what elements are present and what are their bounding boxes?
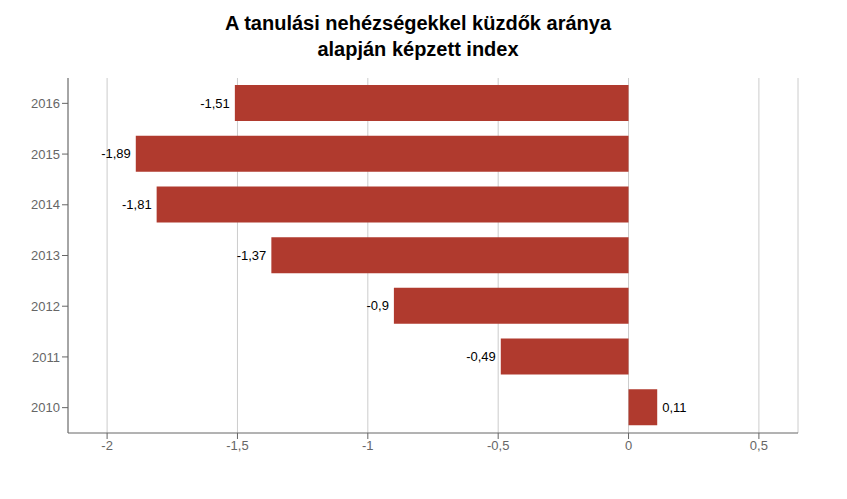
svg-text:2010: 2010 — [31, 400, 60, 415]
svg-text:-0,5: -0,5 — [487, 438, 509, 453]
svg-text:2012: 2012 — [31, 299, 60, 314]
svg-text:-1,89: -1,89 — [101, 146, 131, 161]
svg-text:2016: 2016 — [31, 96, 60, 111]
svg-text:-2: -2 — [101, 438, 113, 453]
svg-text:2015: 2015 — [31, 147, 60, 162]
svg-text:0,11: 0,11 — [662, 400, 686, 415]
svg-text:-1,81: -1,81 — [122, 197, 152, 212]
html-text:A tanulási nehézségekkel küzdő: A tanulási nehézségekkel küzdők aránya a… — [225, 12, 611, 60]
svg-text:-1,51: -1,51 — [200, 96, 230, 111]
svg-text:-0,49: -0,49 — [466, 349, 496, 364]
svg-text:0,5: 0,5 — [750, 438, 768, 453]
svg-text:-0,9: -0,9 — [366, 298, 388, 313]
svg-text:2013: 2013 — [31, 248, 60, 263]
svg-text:-1: -1 — [362, 438, 374, 453]
svg-text:0: 0 — [625, 438, 632, 453]
svg-text:-1,37: -1,37 — [237, 248, 267, 263]
svg-text:2011: 2011 — [32, 350, 60, 365]
svg-text:2014: 2014 — [31, 197, 60, 212]
svg-text:-1,5: -1,5 — [226, 438, 248, 453]
